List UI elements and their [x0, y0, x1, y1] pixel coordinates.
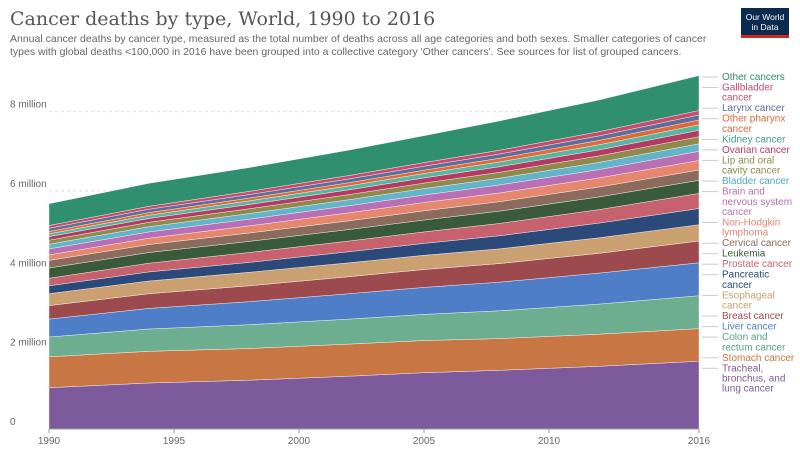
y-tick-label: 2 million [10, 338, 47, 349]
legend-label: Other cancers [722, 72, 785, 83]
x-tick-label: 2016 [688, 436, 711, 447]
x-axis: 1990 1995 2000 2005 2010 2016 [38, 428, 711, 447]
legend-item[interactable]: Bladder cancer [702, 176, 790, 187]
legend-label: Ovarian cancer [722, 145, 790, 156]
legend-label: cancer [722, 93, 753, 104]
y-axis: 0 2 million 4 million 6 million 8 million [10, 100, 47, 428]
x-tick-label: 2010 [538, 436, 561, 447]
area-series-group[interactable] [48, 75, 700, 430]
legend-item[interactable]: Other cancers [702, 72, 785, 83]
legend-label: Prostate cancer [722, 259, 793, 270]
legend-label: Kidney cancer [722, 134, 786, 145]
legend-label: cancer [722, 124, 753, 135]
legend-item[interactable]: Kidney cancer [702, 134, 786, 145]
y-tick-label: 8 million [10, 100, 47, 111]
logo-line-1: Our World [745, 12, 785, 22]
legend-item[interactable]: Liver cancer [702, 322, 777, 333]
owid-logo[interactable]: Our World in Data [741, 8, 789, 38]
legend-label: rectum cancer [722, 342, 786, 353]
legend-item[interactable]: Ovarian cancer [702, 145, 790, 156]
y-tick-label: 6 million [10, 179, 47, 190]
y-tick-label: 4 million [10, 258, 47, 269]
legend-label: bronchus, and [722, 374, 785, 385]
chart-title: Cancer deaths by type, World, 1990 to 20… [10, 8, 436, 30]
area-other-cancers[interactable] [48, 75, 700, 226]
legend-item[interactable]: Larynx cancer [702, 103, 785, 114]
legend-item[interactable]: Breast cancer [702, 311, 784, 322]
legend-label: Liver cancer [722, 322, 777, 333]
x-tick-label: 1990 [38, 436, 61, 447]
legend-label: Stomach cancer [722, 353, 795, 364]
logo-stripe [741, 35, 789, 38]
x-tick-label: 1995 [163, 436, 186, 447]
x-tick-label: 2005 [413, 436, 436, 447]
legend-label: Non-Hodgkin [722, 218, 780, 229]
legend-label: Larynx cancer [722, 103, 785, 114]
legend-label: Colon and [722, 332, 768, 343]
legend-item[interactable]: Stomach cancer [702, 353, 795, 364]
legend-label: cancer [722, 301, 753, 312]
chart-subtitle: Annual cancer deaths by cancer type, mea… [10, 33, 707, 58]
legend-label: Bladder cancer [722, 176, 790, 187]
legend-label: Esophageal [722, 290, 775, 301]
y-tick-label: 0 [10, 417, 16, 428]
legend-label: cavity cancer [722, 166, 781, 177]
legend-label: Other pharynx [722, 114, 785, 125]
x-tick-label: 2000 [288, 436, 311, 447]
legend-item[interactable]: Prostate cancer [702, 259, 793, 270]
legend-item[interactable]: Leukemia [702, 249, 766, 260]
legend-label: Gallbladder [722, 83, 774, 94]
legend-label: Brain and [722, 187, 765, 198]
legend-label: lung cancer [722, 384, 774, 395]
legend-label: cancer [722, 207, 753, 218]
legend-label: lymphoma [722, 228, 769, 239]
legend-label: Cervical cancer [722, 238, 792, 249]
legend-item[interactable]: Cervical cancer [702, 238, 792, 249]
legend-label: Lip and oral [722, 155, 774, 166]
legend-label: cancer [722, 280, 753, 291]
legend-label: nervous system [722, 197, 792, 208]
logo-line-2: in Data [751, 22, 779, 32]
legend-label: Pancreatic [722, 270, 769, 281]
legend-label: Leukemia [722, 249, 766, 260]
legend-label: Breast cancer [722, 311, 784, 322]
legend-label: Tracheal, [722, 363, 763, 374]
